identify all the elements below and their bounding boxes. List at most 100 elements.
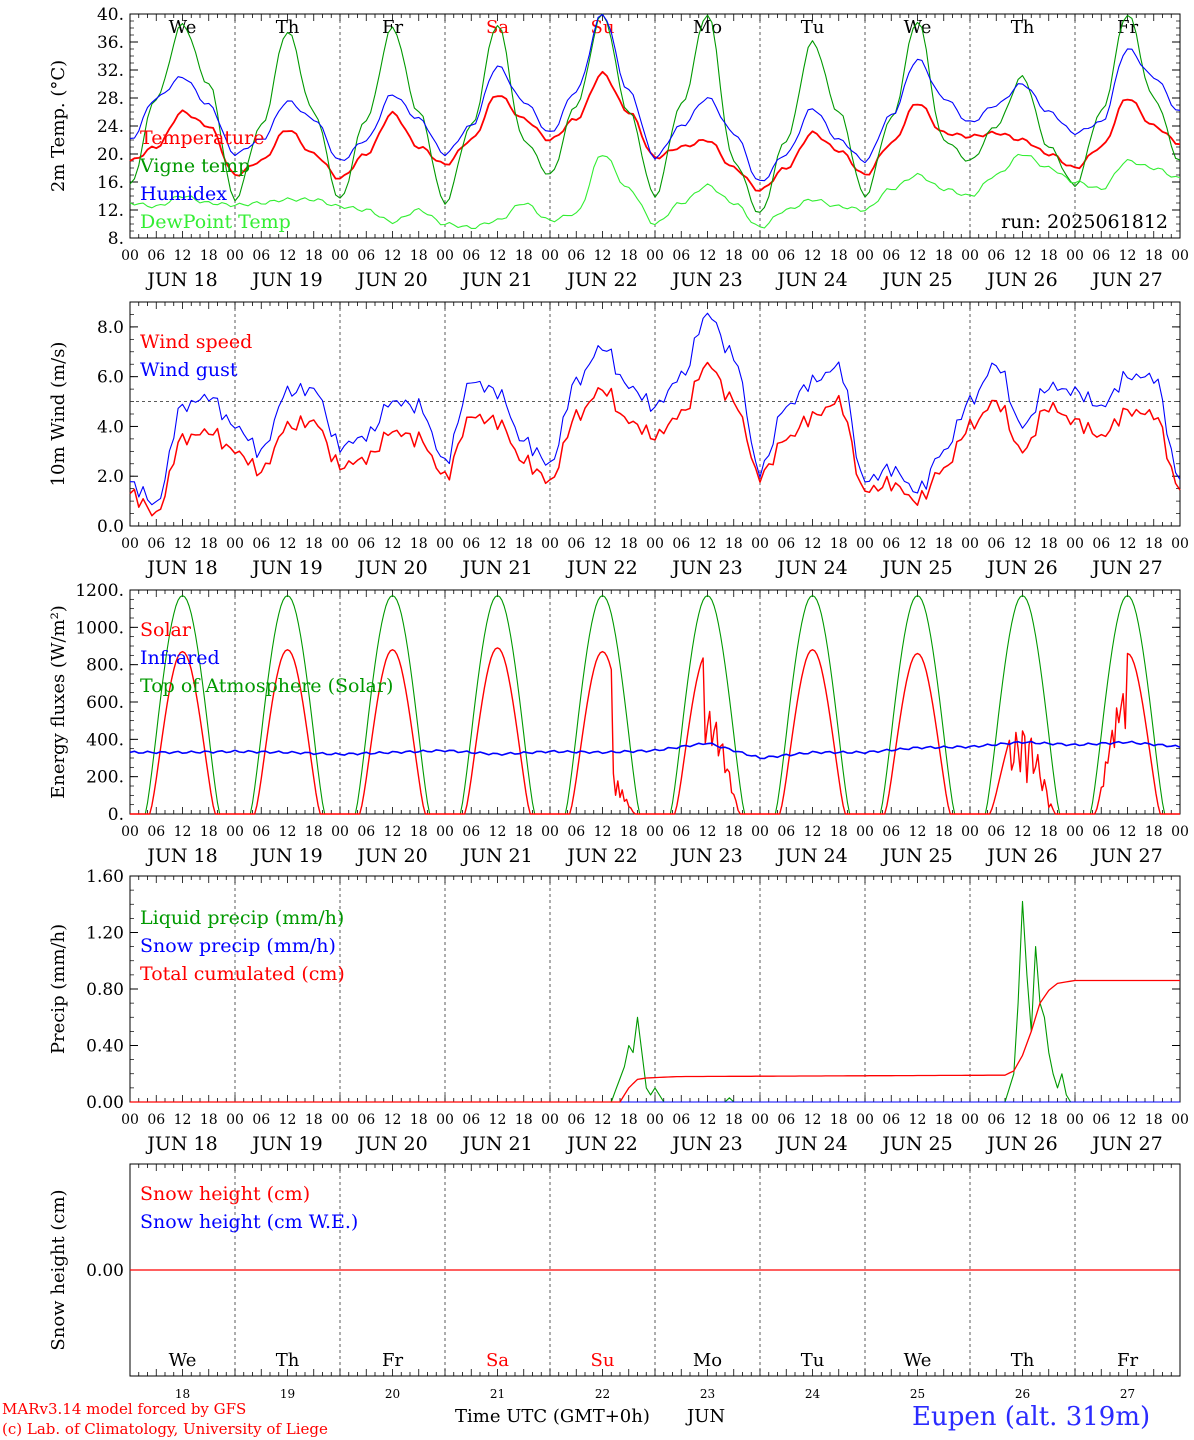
hour-tick-label: 18: [830, 248, 848, 264]
y-tick-label: 12.: [97, 201, 124, 221]
hour-tick-label: 12: [909, 248, 927, 264]
day-date-label: JUN 27: [1090, 1133, 1162, 1155]
panel-frame: [129, 13, 1181, 239]
hour-tick-label: 06: [357, 1112, 375, 1128]
hour-tick-label: 06: [147, 824, 165, 840]
panel-flux: 0. 200. 400. 600. 800. 1000. 1200. Energy fluxe…: [48, 581, 1189, 867]
day-date-label: JUN 25: [880, 845, 952, 867]
y-tick-label: 1000.: [75, 618, 124, 638]
date-number-label: 25: [910, 1387, 925, 1401]
hour-tick-label: 12: [174, 536, 192, 552]
hour-tick-label: 06: [987, 248, 1005, 264]
hour-tick-label: 00: [541, 248, 559, 264]
hour-tick-label: 00: [121, 536, 139, 552]
hour-tick-label: 06: [672, 536, 690, 552]
weekday-label: We: [169, 1350, 197, 1371]
day-date-label: JUN 20: [355, 269, 427, 291]
hour-tick-label: 00: [226, 536, 244, 552]
day-date-label: JUN 26: [985, 845, 1057, 867]
weekday-label: We: [904, 17, 932, 38]
hour-tick-label: 06: [1092, 824, 1110, 840]
hour-tick-label: 18: [200, 824, 218, 840]
date-number-label: 26: [1015, 1387, 1030, 1401]
weekday-label: Su: [591, 1350, 615, 1371]
hour-tick-label: 06: [777, 824, 795, 840]
legend-entry: Snow precip (mm/h): [140, 935, 336, 957]
hour-tick-label: 18: [410, 1112, 428, 1128]
hour-tick-label: 18: [620, 536, 638, 552]
hour-tick-label: 12: [489, 536, 507, 552]
hour-tick-label: 18: [305, 1112, 323, 1128]
hour-tick-label: 06: [1092, 248, 1110, 264]
hour-tick-label: 06: [252, 1112, 270, 1128]
hour-tick-label: 18: [620, 248, 638, 264]
date-number-label: 22: [595, 1387, 610, 1401]
hour-tick-label: 00: [541, 1112, 559, 1128]
date-number-label: 18: [175, 1387, 190, 1401]
y-tick-label: 200.: [86, 768, 124, 788]
hour-tick-label: 18: [515, 824, 533, 840]
x-axis-month: JUN: [687, 1406, 726, 1427]
hour-tick-label: 18: [410, 536, 428, 552]
hour-tick-label: 06: [567, 248, 585, 264]
day-date-label: JUN 24: [775, 557, 847, 579]
hour-tick-label: 00: [226, 824, 244, 840]
hour-tick-label: 12: [1014, 536, 1032, 552]
hour-tick-label: 00: [1066, 1112, 1084, 1128]
hour-tick-label: 00: [121, 824, 139, 840]
hour-tick-label: 12: [489, 1112, 507, 1128]
model-credit-line2: (c) Lab. of Climatology, University of L…: [2, 1420, 328, 1438]
hour-tick-label: 06: [882, 536, 900, 552]
hour-tick-label: 18: [305, 248, 323, 264]
hour-tick-label: 12: [384, 248, 402, 264]
y-tick-label: 800.: [86, 656, 124, 676]
hour-tick-label: 18: [515, 248, 533, 264]
hour-tick-label: 06: [567, 536, 585, 552]
hour-tick-label: 00: [751, 248, 769, 264]
hour-tick-label: 06: [147, 1112, 165, 1128]
hour-tick-label: 12: [804, 248, 822, 264]
hour-tick-label: 12: [384, 536, 402, 552]
legend-entry: Wind gust: [140, 359, 238, 381]
legend-entry: Temperature: [140, 127, 264, 149]
day-date-label: JUN 23: [670, 845, 742, 867]
hour-tick-label: 00: [646, 824, 664, 840]
hour-tick-label: 00: [751, 536, 769, 552]
hour-tick-label: 00: [961, 536, 979, 552]
y-tick-label: 1.60: [86, 867, 124, 887]
hour-tick-label: 12: [909, 824, 927, 840]
y-axis-label: Snow height (cm): [48, 1189, 69, 1350]
hour-tick-label: 12: [594, 824, 612, 840]
hour-tick-label: 06: [1092, 536, 1110, 552]
hour-tick-label: 00: [751, 1112, 769, 1128]
day-date-label: JUN 19: [250, 269, 322, 291]
weekday-label: Mo: [693, 17, 722, 38]
hour-tick-label: 12: [174, 248, 192, 264]
hour-tick-label: 12: [384, 1112, 402, 1128]
panel-wind: 0.0 2.0 4.0 6.0 8.0 10m Wind (m/s) 00 06 12 18 JUN…: [48, 301, 1189, 579]
day-date-label: JUN 27: [1090, 845, 1162, 867]
hour-tick-label: 00: [331, 248, 349, 264]
hour-tick-label: 06: [252, 536, 270, 552]
weekday-label: We: [904, 1350, 932, 1371]
y-tick-label: 2.0: [97, 467, 124, 487]
hour-tick-label: 18: [305, 536, 323, 552]
hour-tick-label: 12: [594, 248, 612, 264]
hour-tick-label: 00: [436, 536, 454, 552]
y-tick-label: 4.0: [97, 417, 124, 437]
hour-tick-label: 06: [462, 248, 480, 264]
hour-tick-label: 00: [226, 248, 244, 264]
day-date-label: JUN 22: [565, 1133, 637, 1155]
model-credit-line1: MARv3.14 model forced by GFS: [2, 1400, 247, 1418]
hour-tick-label: 12: [699, 536, 717, 552]
day-date-label: JUN 23: [670, 1133, 742, 1155]
day-date-label: JUN 18: [145, 1133, 217, 1155]
hour-tick-label: 06: [777, 536, 795, 552]
hour-tick-label: 12: [384, 824, 402, 840]
hour-tick-label: 12: [699, 1112, 717, 1128]
y-tick-label: 0.40: [86, 1037, 124, 1057]
hour-tick-label: 00: [1066, 824, 1084, 840]
day-date-label: JUN 26: [985, 1133, 1057, 1155]
date-number-label: 24: [805, 1387, 821, 1401]
y-tick-label: 0.: [108, 805, 124, 825]
